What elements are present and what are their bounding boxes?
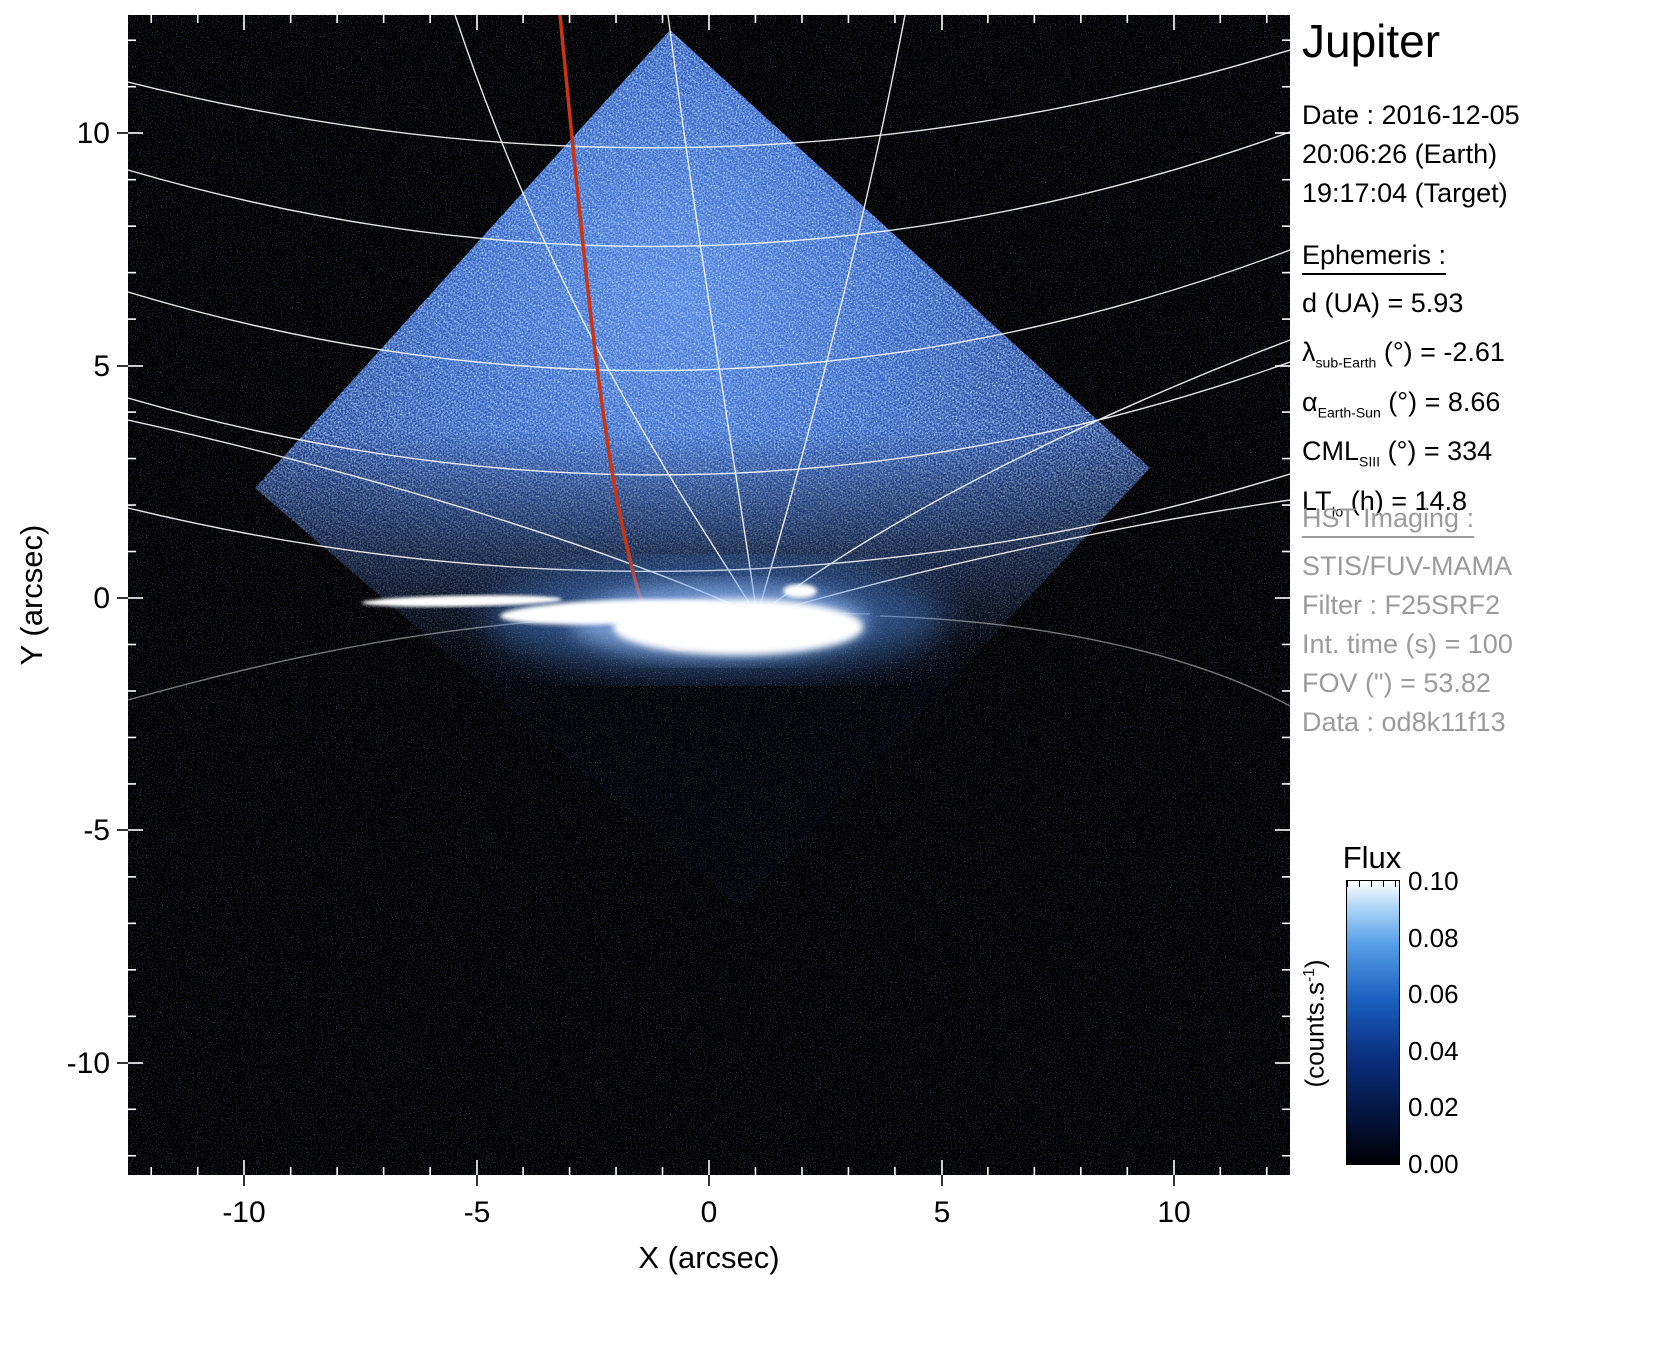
page-title: Jupiter — [1302, 15, 1441, 67]
ephemeris-line-lambda: λsub-Earth (°) = -2.61 — [1302, 333, 1505, 382]
eph-symbol: α — [1302, 386, 1318, 417]
ephemeris-line-alpha: αEarth-Sun (°) = 8.66 — [1302, 383, 1505, 432]
x-tick: 0 — [701, 1196, 718, 1229]
observation-datetime: Date : 2016-12-05 20:06:26 (Earth) 19:17… — [1302, 96, 1520, 213]
flux-colorbar — [1346, 880, 1400, 1165]
colorbar-ticks-top — [1347, 881, 1399, 887]
colorbar-unit-close: ) — [1299, 959, 1330, 969]
eph-value: (°) = -2.61 — [1376, 337, 1505, 368]
colorbar-unit-text: (counts.s — [1299, 982, 1330, 1088]
hst-instrument: STIS/FUV-MAMA — [1302, 551, 1513, 581]
colorbar-label: 0.08 — [1408, 923, 1459, 953]
observation-date: Date : 2016-12-05 — [1302, 100, 1520, 130]
x-tick: -10 — [222, 1196, 265, 1229]
y-tick: -5 — [83, 814, 110, 847]
ephemeris-heading: Ephemeris : — [1302, 240, 1447, 275]
colorbar-label: 0.00 — [1408, 1149, 1459, 1179]
y-tick: 5 — [93, 350, 110, 383]
colorbar-unit: (counts.s-1) — [1300, 874, 1331, 1174]
eph-subscript: sub-Earth — [1315, 354, 1377, 371]
colorbar-label: 0.10 — [1408, 866, 1459, 896]
colorbar-ticks-bottom — [1347, 1158, 1399, 1164]
hst-filter: Filter : F25SRF2 — [1302, 590, 1501, 620]
colorbar-unit-exponent: -1 — [1300, 968, 1318, 983]
x-tick-labels: -10 -5 0 5 10 — [222, 1196, 1190, 1229]
observation-time-target: 19:17:04 (Target) — [1302, 178, 1508, 208]
x-tick: -5 — [464, 1196, 491, 1229]
eph-symbol: CML — [1302, 436, 1360, 467]
ephemeris-line-distance: d (UA) = 5.93 — [1302, 284, 1505, 333]
colorbar-title: Flux — [1342, 840, 1402, 875]
x-tick: 5 — [934, 1196, 951, 1229]
colorbar-label: 0.02 — [1408, 1092, 1459, 1122]
y-tick: -10 — [67, 1047, 110, 1080]
ephemeris-list: d (UA) = 5.93 λsub-Earth (°) = -2.61 αEa… — [1302, 284, 1505, 531]
info-panel: Jupiter Date : 2016-12-05 20:06:26 (Eart… — [1300, 0, 1676, 1367]
eph-subscript: Earth-Sun — [1317, 404, 1381, 421]
hst-fov: FOV (") = 53.82 — [1302, 668, 1491, 698]
eph-symbol: d (UA) — [1302, 288, 1381, 318]
jupiter-fuv-image-plot: -10 -5 0 5 10 10 5 0 -5 -10 X (arcsec) Y… — [14, 15, 1290, 1275]
eph-subscript: Io — [1331, 502, 1344, 519]
hst-int-time: Int. time (s) = 100 — [1302, 629, 1513, 659]
x-tick: 10 — [1157, 1196, 1190, 1229]
axis-ticks-inner — [128, 15, 1290, 1175]
colorbar-label: 0.06 — [1408, 979, 1459, 1009]
eph-subscript: SIII — [1359, 453, 1381, 470]
eph-value: = 5.93 — [1380, 288, 1464, 318]
y-tick-labels: 10 5 0 -5 -10 — [67, 117, 110, 1080]
y-axis-label: Y (arcsec) — [14, 525, 49, 666]
eph-symbol: λ — [1302, 337, 1316, 368]
eph-value: (°) = 8.66 — [1380, 386, 1501, 417]
y-tick: 0 — [93, 582, 110, 615]
auroral-emission — [362, 565, 945, 675]
observation-time-earth: 20:06:26 (Earth) — [1302, 139, 1498, 169]
hst-data-id: Data : od8k11f13 — [1302, 707, 1506, 737]
ephemeris-line-cml: CMLSIII (°) = 334 — [1302, 432, 1505, 481]
axis-ticks-outer — [117, 132, 1175, 1186]
eph-symbol: LT — [1302, 485, 1332, 516]
hst-imaging-list: STIS/FUV-MAMA Filter : F25SRF2 Int. time… — [1302, 547, 1513, 742]
y-tick: 10 — [77, 117, 110, 150]
eph-value: (°) = 334 — [1380, 436, 1493, 467]
eph-value: (h) = 14.8 — [1343, 485, 1468, 516]
colorbar-label: 0.04 — [1408, 1036, 1459, 1066]
ephemeris-line-lt-io: LTIo (h) = 14.8 — [1302, 482, 1505, 531]
hst-imaging-heading: HST Imaging : — [1302, 503, 1475, 538]
x-axis-label: X (arcsec) — [638, 1240, 779, 1275]
